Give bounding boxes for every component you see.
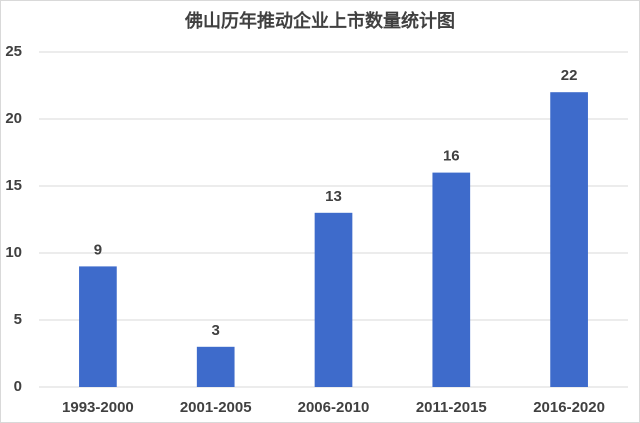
- y-tick-label: 5: [14, 311, 22, 328]
- data-label: 9: [94, 241, 102, 258]
- bar: [196, 346, 235, 387]
- y-tick-label: 25: [5, 43, 22, 60]
- data-label: 13: [325, 188, 342, 205]
- x-tick-label: 2011-2015: [416, 399, 487, 416]
- chart-title: 佛山历年推动企业上市数量统计图: [184, 10, 455, 31]
- bar: [550, 92, 588, 387]
- x-tick-label: 2016-2020: [533, 399, 605, 416]
- y-tick-label: 15: [5, 177, 22, 194]
- y-tick-label: 10: [5, 244, 22, 261]
- y-tick-label: 20: [5, 110, 22, 127]
- y-tick-label: 0: [14, 378, 22, 395]
- x-tick-label: 1993-2000: [62, 399, 134, 416]
- bar: [79, 266, 117, 387]
- bar: [432, 172, 471, 387]
- bar: [314, 212, 353, 387]
- data-label: 3: [212, 322, 220, 339]
- x-tick-label: 2001-2005: [180, 399, 252, 416]
- data-label: 22: [561, 67, 578, 84]
- data-label: 16: [443, 148, 460, 165]
- x-tick-label: 2006-2010: [298, 399, 370, 416]
